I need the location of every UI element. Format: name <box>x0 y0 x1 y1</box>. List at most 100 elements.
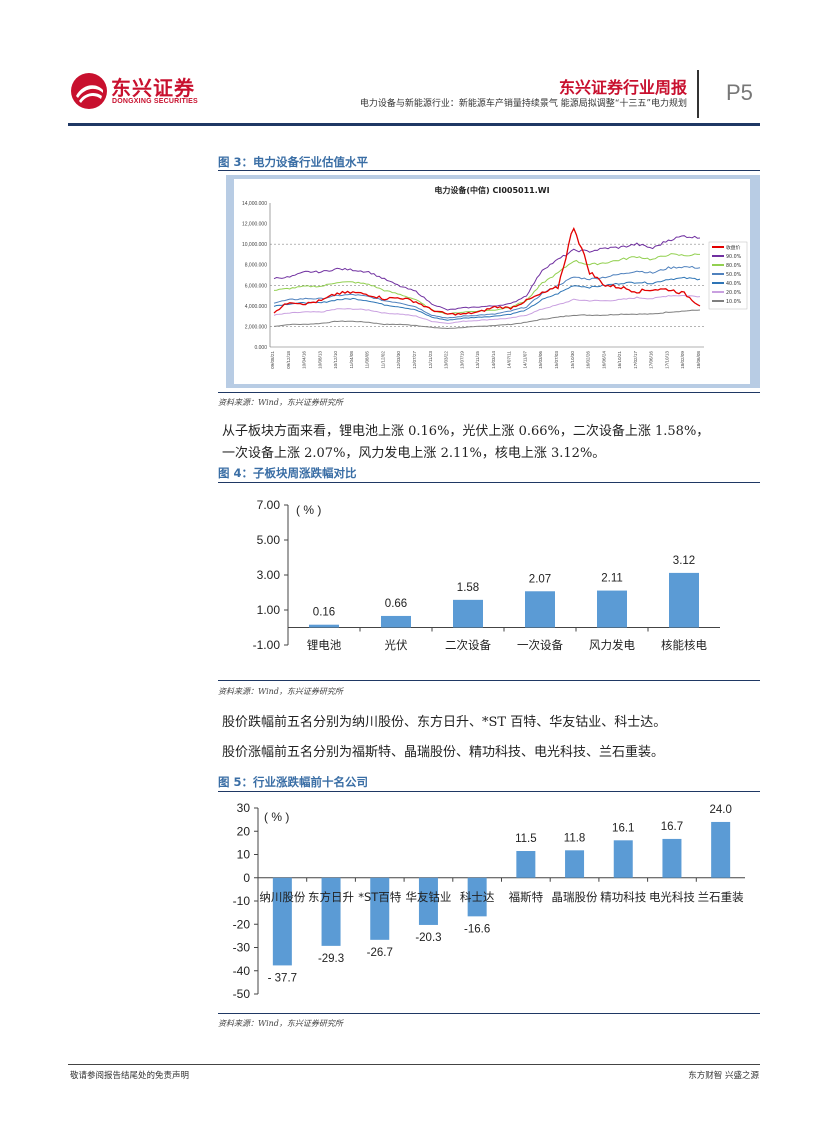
data-label: 2.07 <box>529 573 551 585</box>
x-tick-label: 17/10/13 <box>664 351 669 369</box>
legend-label: 80.0% <box>726 263 742 269</box>
valuation-line-chart: 电力设备(中信) CI005011.WI 14,000.000 12,000.000… <box>242 185 748 369</box>
bar <box>525 591 555 628</box>
category-label: 福斯特 <box>509 890 544 904</box>
bar <box>662 838 682 878</box>
data-label: 24.0 <box>709 804 731 816</box>
data-label: 0.66 <box>385 598 407 610</box>
x-tick-label: 14/07/11 <box>507 351 512 369</box>
footer-slogan: 东方财智 兴盛之源 <box>688 1071 759 1081</box>
bar <box>309 624 339 628</box>
series-line <box>273 309 701 330</box>
bar <box>370 877 390 940</box>
x-tick-label: 15/07/03 <box>554 351 559 369</box>
legend-label: 20.0% <box>726 290 742 296</box>
legend-label: 90.0% <box>726 254 742 260</box>
bar <box>565 850 585 878</box>
subsector-bar-chart: 7.00 5.00 3.00 1.00 -1.00 ( % ) 0.16 锂电池 0.66 光伏 1… <box>253 498 720 652</box>
data-label: 11.8 <box>564 832 586 844</box>
data-label: -16.6 <box>464 923 490 935</box>
y-tick-label: 8,000.000 <box>245 263 267 269</box>
y-tick-label: -50 <box>233 987 251 1001</box>
paragraph-subsector-line1: 从子板块方面来看，锂电池上涨 0.16%，光伏上涨 0.66%，二次设备上涨 1… <box>222 424 710 439</box>
logo-text-cn: 东兴证券 <box>111 76 195 100</box>
y-tick-label: 20 <box>237 824 251 838</box>
x-tick-label: 13/07/19 <box>459 351 464 369</box>
x-tick-label: 15/03/06 <box>538 351 543 369</box>
x-tick-label: 10/08/13 <box>317 351 322 369</box>
chart-title: 电力设备(中信) CI005011.WI <box>434 185 549 195</box>
bar <box>467 877 487 917</box>
y-tick-label: 0.000 <box>254 345 267 351</box>
data-label: 11.5 <box>515 833 537 845</box>
category-label: 晶瑞股份 <box>552 890 598 904</box>
paragraph-top-gainers: 股价涨幅前五名分别为福斯特、晶瑞股份、精功科技、电光科技、兰石重装。 <box>222 745 665 760</box>
y-tick-label: -30 <box>233 941 251 955</box>
y-tick-label: 4,000.000 <box>245 304 267 310</box>
figure4-source: 资料来源：Wind，东兴证券研究所 <box>218 687 343 696</box>
bar <box>272 877 292 966</box>
data-label: -20.3 <box>415 932 441 944</box>
category-label: 核能核电 <box>661 638 707 652</box>
footer-rule <box>68 1064 760 1065</box>
series-line <box>273 276 701 321</box>
category-label: 华友钴业 <box>405 890 451 904</box>
x-tick-label: 11/04/08 <box>349 351 354 369</box>
figure3-caption: 图 3：电力设备行业估值水平 <box>218 155 369 169</box>
bar <box>613 840 633 878</box>
y-tick-label: 1.00 <box>257 603 281 617</box>
series-line <box>273 253 700 315</box>
x-tick-label: 15/10/30 <box>570 351 575 369</box>
data-label: 16.7 <box>661 821 683 833</box>
category-label: *ST百特 <box>358 890 402 904</box>
series-line <box>273 265 701 319</box>
x-tick-label: 16/10/21 <box>617 351 622 369</box>
data-label: 2.11 <box>601 573 623 585</box>
y-tick-label: 7.00 <box>257 498 281 512</box>
category-label: 兰石重装 <box>698 890 744 904</box>
x-tick-label: 13/11/15 <box>475 351 480 369</box>
y-tick-label: -40 <box>233 964 251 978</box>
y-tick-label: 30 <box>237 801 251 815</box>
data-label: 3.12 <box>673 555 695 567</box>
unit-label: ( % ) <box>264 810 289 824</box>
category-label: 纳川股份 <box>259 890 305 904</box>
x-tick-label: 09/08/21 <box>270 351 275 369</box>
x-tick-label: 18/06/08 <box>696 351 701 369</box>
figure3-top-rule <box>218 170 760 171</box>
header-rule <box>68 123 760 126</box>
x-tick-label: 12/03/30 <box>396 351 401 369</box>
x-tick-label: 14/11/07 <box>522 351 527 369</box>
x-tick-label: 17/06/16 <box>649 351 654 369</box>
x-tick-label: 09/12/18 <box>286 351 291 369</box>
x-tick-label: 11/12/02 <box>380 351 385 369</box>
series-line <box>273 235 701 311</box>
top10-companies-bar-chart: 30 20 10 0 -10 -20 -30 -40 -50 ( % ) - 37.7 纳川股份 -29… <box>233 801 745 1001</box>
header-divider <box>697 70 699 118</box>
y-tick-label: 2,000.000 <box>245 324 267 330</box>
data-label: 16.1 <box>612 822 634 834</box>
category-label: 科士达 <box>460 890 495 904</box>
y-tick-label: 10 <box>237 848 251 862</box>
figure3-bottom-rule <box>218 392 760 393</box>
figure5-bottom-rule <box>218 1013 760 1014</box>
x-tick-label: 17/02/17 <box>633 351 638 369</box>
data-label: -26.7 <box>367 947 393 959</box>
category-label: 东方日升 <box>308 890 354 904</box>
x-tick-label: 14/03/14 <box>491 351 496 369</box>
x-tick-label: 13/03/22 <box>444 351 449 369</box>
figure5-source: 资料来源：Wind，东兴证券研究所 <box>218 1019 343 1028</box>
x-tick-label: 10/12/10 <box>333 351 338 369</box>
legend-label: 10.0% <box>726 299 742 305</box>
data-label: 0.16 <box>313 607 335 619</box>
bar <box>453 599 483 628</box>
x-tick-label: 12/07/27 <box>412 351 417 369</box>
logo-emblem-icon <box>71 73 107 109</box>
figure5-top-rule <box>218 791 760 792</box>
paragraph-subsector-line2: 一次设备上涨 2.07%，风力发电上涨 2.11%，核电上涨 3.12%。 <box>222 446 606 461</box>
unit-label: ( % ) <box>296 503 321 517</box>
bar <box>418 877 438 925</box>
legend-label: 50.0% <box>726 272 742 278</box>
x-tick-label: 12/11/23 <box>428 351 433 369</box>
page-number: P5 <box>726 80 753 105</box>
